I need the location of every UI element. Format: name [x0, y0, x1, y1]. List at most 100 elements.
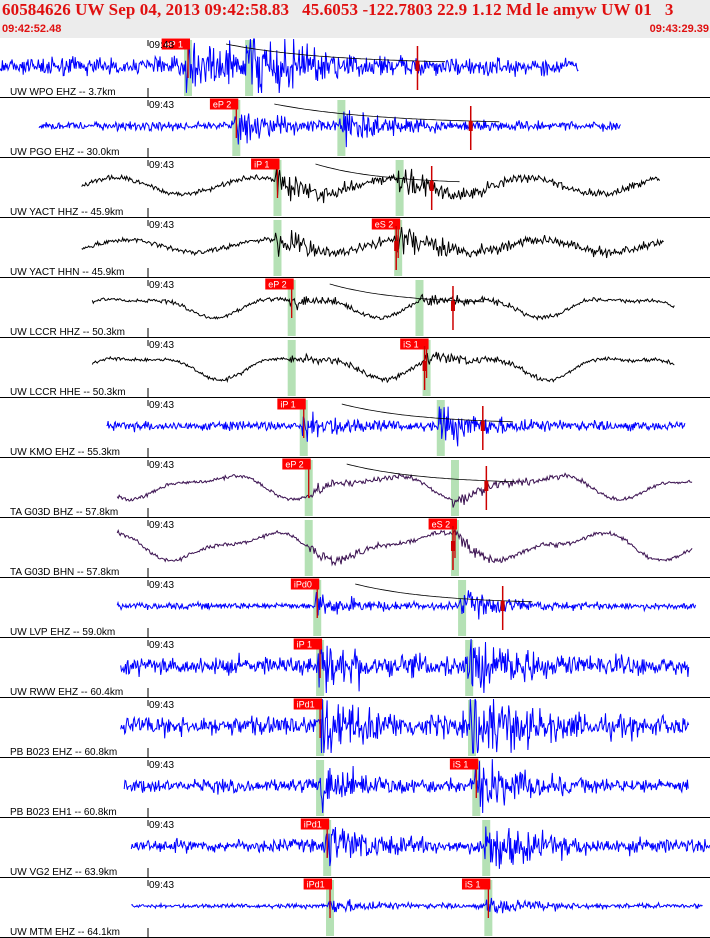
s-phase-band — [482, 820, 491, 876]
station-label: UW MTM EHZ -- 64.1km — [10, 927, 120, 938]
trace-row[interactable]: iPd1 09:43 PB B023 EHZ -- 60.8km — [0, 698, 710, 759]
station-label: UW YACT HHZ -- 45.9km — [10, 207, 123, 218]
s-pick-flag[interactable] — [461, 878, 491, 890]
station-label-bg — [9, 266, 130, 277]
coda-end-marker — [422, 361, 427, 371]
station-label-bg — [9, 506, 130, 517]
p-pick-flag[interactable] — [277, 398, 306, 410]
p-pick-label: iPd1 — [307, 880, 325, 890]
station-label: PB B023 EH1 -- 60.8km — [10, 807, 117, 818]
trace-row[interactable]: iPd1 iS 1 09:43 UW MTM EHZ -- 64.1km — [0, 878, 710, 938]
p-pick-label: iPd1 — [297, 700, 315, 710]
p-phase-band — [316, 760, 325, 816]
trace-row[interactable]: iS 1 09:43 PB B023 EH1 -- 60.8km — [0, 758, 710, 819]
seismogram-waveform — [131, 897, 703, 914]
station-label-bg — [9, 686, 124, 697]
trace-row[interactable]: eS 2 09:43 TA G03D BHN -- 57.8km — [0, 518, 710, 579]
coda-decay-curve — [274, 103, 500, 123]
trace-row[interactable]: eP 2 09:43 UW PGO EHZ -- 30.0km — [0, 98, 710, 159]
window-end-time: 09:43:29.39 — [649, 23, 709, 35]
trace-row[interactable]: eP 2 09:43 TA G03D BHZ -- 57.8km — [0, 458, 710, 519]
coda-end-marker — [468, 121, 473, 131]
trace-row[interactable]: eP 2 09:43 UW LCCR HHZ -- 50.3km — [0, 278, 710, 339]
station-label-bg — [9, 626, 124, 637]
p-pick-flag[interactable] — [293, 638, 323, 650]
seismogram-waveform — [0, 38, 579, 94]
seismogram-waveform — [130, 826, 710, 869]
seismogram-waveform — [91, 351, 675, 384]
p-pick-flag[interactable] — [303, 878, 333, 890]
p-pick-flag[interactable] — [161, 38, 191, 50]
station-label: UW LVP EHZ -- 59.0km — [10, 627, 115, 638]
seismogram-waveform — [81, 226, 664, 259]
time-tick-label: 09:43 — [149, 820, 174, 831]
seismogram-waveform — [116, 590, 696, 620]
p-pick-flag[interactable] — [251, 158, 280, 170]
coda-end-marker — [415, 61, 420, 71]
trace-row[interactable]: iS 1 09:43 UW LCCR HHE -- 50.3km — [0, 338, 710, 399]
time-tick-label: 09:43 — [149, 400, 174, 411]
p-pick-label: iPd0 — [294, 580, 312, 590]
coda-decay-curve — [225, 43, 445, 63]
s-pick-label: eS 2 — [432, 520, 451, 530]
p-pick-flag[interactable] — [209, 98, 239, 110]
time-tick-label: 09:43 — [149, 520, 174, 531]
station-label: TA G03D BHZ -- 57.8km — [10, 507, 118, 518]
station-label: UW PGO EHZ -- 30.0km — [10, 147, 119, 158]
p-pick-flag[interactable] — [290, 578, 320, 590]
station-label-bg — [9, 146, 124, 157]
seismogram-waveform — [106, 406, 686, 447]
s-pick-label: iS 1 — [465, 880, 481, 890]
time-tick-label: 09:43 — [149, 40, 174, 51]
s-pick-flag[interactable] — [400, 338, 429, 350]
coda-end-marker — [394, 241, 399, 251]
s-pick-label: eS 2 — [375, 220, 394, 230]
s-pick-flag[interactable] — [371, 218, 401, 230]
window-start-time: 09:42:52.48 — [2, 23, 62, 35]
station-label-bg — [9, 386, 130, 397]
p-pick-label: eP 2 — [285, 460, 303, 470]
s-phase-band — [450, 460, 459, 516]
station-label-bg — [9, 206, 130, 217]
coda-end-marker — [500, 601, 505, 611]
p-phase-band — [304, 520, 313, 576]
p-pick-flag[interactable] — [293, 698, 323, 710]
coda-end-marker — [480, 421, 485, 431]
p-pick-flag[interactable] — [265, 278, 294, 290]
trace-row[interactable]: iP 1 09:43 UW YACT HHZ -- 45.9km — [0, 158, 710, 219]
trace-row[interactable]: iPd1 09:43 UW VG2 EHZ -- 63.9km — [0, 818, 710, 879]
p-pick-label: iPd1 — [304, 820, 322, 830]
time-tick-label: 09:43 — [149, 280, 174, 291]
s-pick-label: iS 1 — [403, 340, 419, 350]
station-label-bg — [9, 86, 119, 97]
p-pick-label: eP 2 — [213, 100, 231, 110]
trace-row[interactable]: iP 1 09:43 UW KMO EHZ -- 55.3km — [0, 398, 710, 459]
station-label: UW KMO EHZ -- 55.3km — [10, 447, 120, 458]
event-title: 60584626 UW Sep 04, 2013 09:42:58.83 45.… — [2, 0, 674, 19]
p-pick-flag[interactable] — [300, 818, 330, 830]
station-label: UW LCCR HHE -- 50.3km — [10, 387, 126, 398]
time-tick-label: 09:43 — [149, 100, 174, 111]
station-label: PB B023 EHZ -- 60.8km — [10, 747, 117, 758]
seismogram-waveform — [123, 759, 689, 814]
time-tick-label: 09:43 — [149, 580, 174, 591]
station-label-bg — [9, 566, 130, 577]
trace-row[interactable]: eS 2 09:43 UW YACT HHN -- 45.9km — [0, 218, 710, 279]
seismogram-waveform — [120, 698, 690, 754]
event-header: 60584626 UW Sep 04, 2013 09:42:58.83 45.… — [0, 0, 710, 38]
station-label: UW YACT HHN -- 45.9km — [10, 267, 124, 278]
s-pick-flag[interactable] — [428, 518, 457, 530]
s-pick-flag[interactable] — [449, 758, 479, 770]
trace-row[interactable]: eP 109:43 UW WPO EHZ -- 3.7km — [0, 38, 710, 99]
coda-end-marker — [484, 481, 489, 491]
p-pick-label: iP 1 — [297, 640, 312, 650]
seismogram-waveform — [116, 527, 693, 567]
coda-end-marker — [450, 541, 455, 551]
trace-row[interactable]: iP 1 09:43 UW RWW EHZ -- 60.4km — [0, 638, 710, 699]
station-label-bg — [9, 446, 124, 457]
p-pick-flag[interactable] — [282, 458, 311, 470]
coda-end-marker — [429, 181, 434, 191]
trace-row[interactable]: iPd0 09:43 UW LVP EHZ -- 59.0km — [0, 578, 710, 639]
coda-decay-curve — [341, 403, 513, 423]
